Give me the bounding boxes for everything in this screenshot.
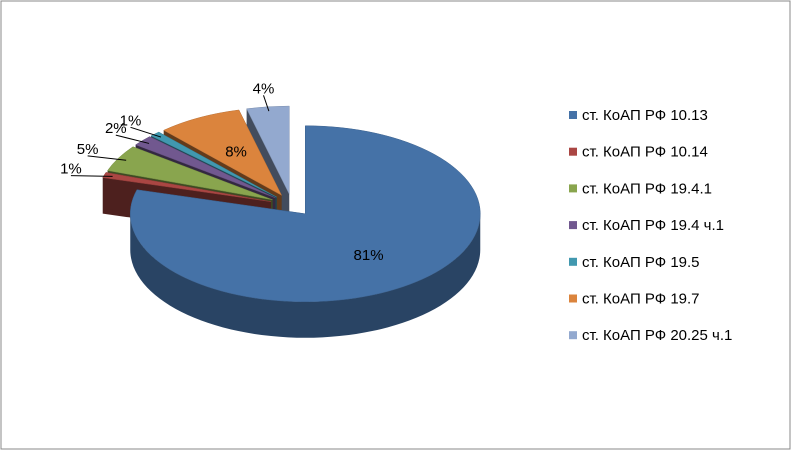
data-label: 81%: [354, 247, 384, 264]
legend-label: ст. КоАП РФ 19.4 ч.1: [582, 217, 724, 234]
data-label: 8%: [225, 144, 247, 161]
legend-swatch: [569, 294, 577, 303]
data-label: 2%: [105, 120, 127, 137]
legend-label: ст. КоАП РФ 20.25 ч.1: [582, 327, 732, 344]
data-label: 1%: [60, 161, 82, 178]
leader-line: [87, 155, 127, 161]
leader-line: [115, 134, 150, 144]
slice-top: [130, 125, 481, 303]
data-label: 4%: [253, 80, 275, 97]
slice-top: [135, 136, 276, 199]
slice-top: [102, 172, 272, 202]
legend-swatch: [569, 111, 577, 119]
legend-swatch: [569, 184, 577, 193]
legend-label: ст. КоАП РФ 19.7: [582, 290, 700, 307]
slice-top: [107, 146, 273, 201]
slice-wall: [130, 213, 481, 338]
legend-swatch: [569, 257, 577, 266]
legend-label: ст. КоАП РФ 19.4.1: [582, 180, 712, 197]
slice-top: [150, 131, 277, 198]
legend-label: ст. КоАП РФ 10.14: [582, 144, 708, 161]
leader-line: [70, 175, 113, 177]
data-label: 5%: [77, 141, 99, 158]
legend-label: ст. КоАП РФ 10.13: [582, 107, 708, 124]
legend-swatch: [569, 147, 577, 156]
data-label: 1%: [120, 112, 142, 129]
legend-label: ст. КоАП РФ 19.5: [582, 254, 700, 271]
slice-top: [163, 109, 283, 196]
slice: [130, 125, 481, 338]
legend-swatch: [569, 331, 577, 340]
leader-line: [263, 95, 270, 112]
leader-line: [130, 126, 162, 138]
legend-swatch: [569, 221, 577, 230]
